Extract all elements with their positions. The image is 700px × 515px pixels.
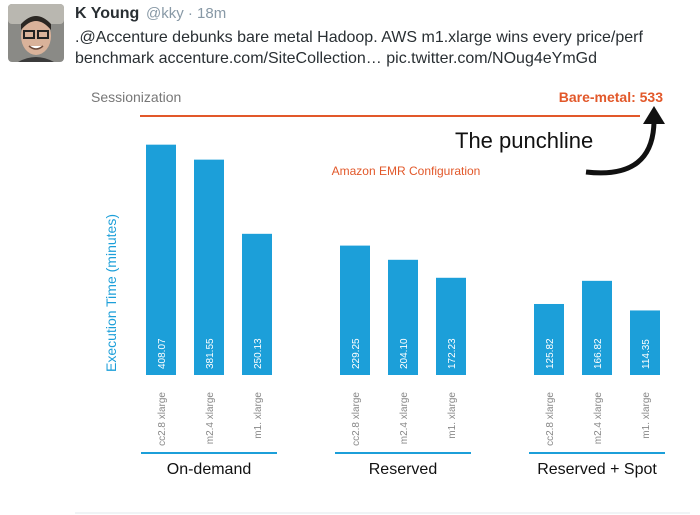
- value-label: 114.35: [641, 339, 652, 369]
- chart: Sessionization Bare-metal: 533 The punch…: [91, 89, 665, 478]
- arrow: [585, 117, 657, 176]
- bar: [630, 310, 660, 375]
- bar: [582, 280, 612, 375]
- x-tick-label: cc2.8 xlarge: [545, 392, 556, 446]
- chart-subtitle: Amazon EMR Configuration: [332, 164, 481, 178]
- bar: [436, 277, 466, 375]
- user-name[interactable]: K Young: [75, 5, 139, 22]
- value-label: 408.07: [157, 338, 168, 369]
- avatar[interactable]: [8, 4, 64, 62]
- y-axis-label: Execution Time (minutes): [103, 214, 119, 372]
- value-label: 166.82: [593, 338, 604, 369]
- group-label: Reserved + Spot: [537, 461, 657, 478]
- value-label: 125.82: [545, 338, 556, 369]
- chart-title: Sessionization: [91, 89, 181, 105]
- tweet-text: benchmark accenture.com/SiteCollection… …: [75, 50, 597, 67]
- value-label: 229.25: [351, 338, 362, 369]
- bar: [388, 259, 418, 375]
- bar: [340, 245, 370, 375]
- bar: [242, 233, 272, 375]
- value-label: 381.55: [205, 338, 216, 369]
- x-tick-label: cc2.8 xlarge: [157, 392, 168, 446]
- bar: [146, 144, 176, 375]
- value-label: 204.10: [399, 338, 410, 369]
- x-tick-label: m1. xlarge: [253, 392, 264, 439]
- group-label: Reserved: [369, 461, 437, 478]
- x-tick-label: m2.4 xlarge: [593, 392, 604, 445]
- x-tick-label: m2.4 xlarge: [399, 392, 410, 445]
- value-label: 172.23: [447, 338, 458, 369]
- x-tick-label: m2.4 xlarge: [205, 392, 216, 445]
- group-label: On-demand: [167, 461, 252, 478]
- value-label: 250.13: [253, 338, 264, 369]
- bar: [534, 303, 564, 375]
- x-tick-label: m1. xlarge: [447, 392, 458, 439]
- reference-label: Bare-metal: 533: [559, 89, 663, 105]
- tweet-meta: @kky · 18m: [146, 5, 226, 22]
- x-tick-label: cc2.8 xlarge: [351, 392, 362, 446]
- bar: [194, 159, 224, 375]
- arrow-head: [643, 106, 665, 124]
- x-tick-label: m1. xlarge: [641, 392, 652, 439]
- annotation: The punchline: [455, 128, 593, 153]
- tweet-text: .@Accenture debunks bare metal Hadoop. A…: [75, 29, 643, 46]
